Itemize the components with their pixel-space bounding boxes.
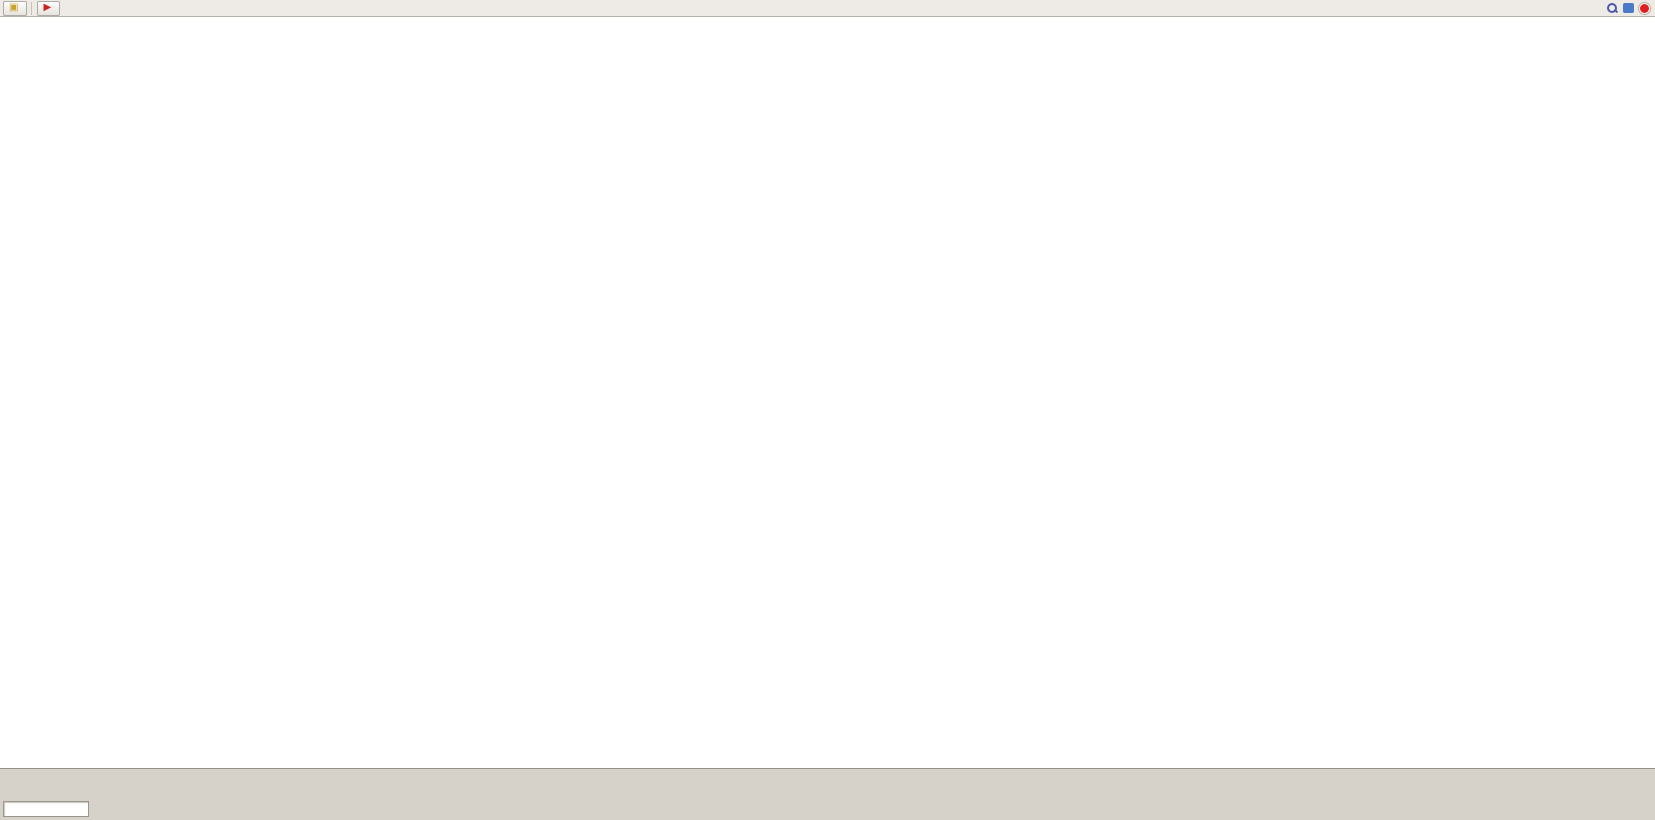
status-bar	[0, 768, 1655, 820]
chat-icon[interactable]	[1623, 3, 1634, 13]
new-order-button[interactable]: ▣	[3, 0, 28, 16]
chart-canvas[interactable]	[0, 17, 1655, 768]
notification-icon[interactable]	[1639, 2, 1650, 14]
auto-trading-icon: ▶	[43, 2, 52, 13]
auto-trading-button[interactable]: ▶	[37, 0, 61, 16]
toolbar-right	[1607, 2, 1652, 14]
chart-region	[0, 17, 1655, 768]
new-order-icon: ▣	[9, 2, 19, 13]
search-icon[interactable]	[1607, 2, 1618, 14]
toolbar-separator	[31, 1, 33, 15]
main-toolbar: ▣ ▶	[0, 0, 1655, 17]
status-cell	[3, 801, 89, 817]
